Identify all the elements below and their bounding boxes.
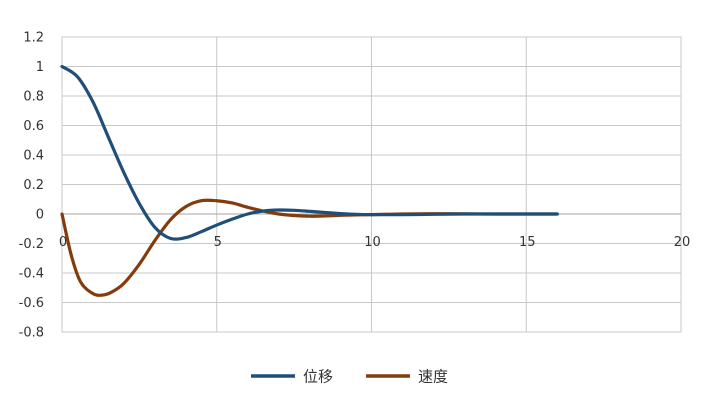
x-tick-label: 20: [674, 235, 691, 250]
grid: [61, 36, 682, 333]
y-tick-label: 0: [36, 208, 44, 223]
tick-labels: -0.8 -0.6 -0.4 -0.2 0 0.2 0.4 0.6 0.8 1 1.2 0 5 10 15 2…: [19, 31, 691, 341]
y-tick-label: 0.6: [23, 119, 44, 134]
x-tick-label: 5: [214, 235, 222, 250]
legend-label-displacement: 位移: [303, 368, 333, 386]
y-tick-label: -0.4: [19, 267, 44, 282]
y-tick-label: -0.6: [19, 296, 44, 311]
y-tick-label: 1: [36, 60, 44, 75]
y-tick-label: 1.2: [23, 31, 44, 46]
x-tick-label: 10: [364, 235, 381, 250]
y-tick-label: 0.8: [23, 90, 44, 105]
y-tick-label: -0.2: [19, 237, 44, 252]
legend: 位移 速度: [251, 368, 448, 386]
y-tick-label: -0.8: [19, 326, 44, 341]
y-tick-label: 0.2: [23, 178, 44, 193]
plot-area-border: [61, 36, 682, 333]
series-line-displacement: [60, 64, 559, 241]
series-lines: [60, 64, 559, 297]
x-tick-label: 0: [59, 235, 67, 250]
legend-label-velocity: 速度: [418, 368, 448, 386]
x-tick-label: 15: [519, 235, 536, 250]
y-tick-label: 0.4: [23, 149, 44, 164]
